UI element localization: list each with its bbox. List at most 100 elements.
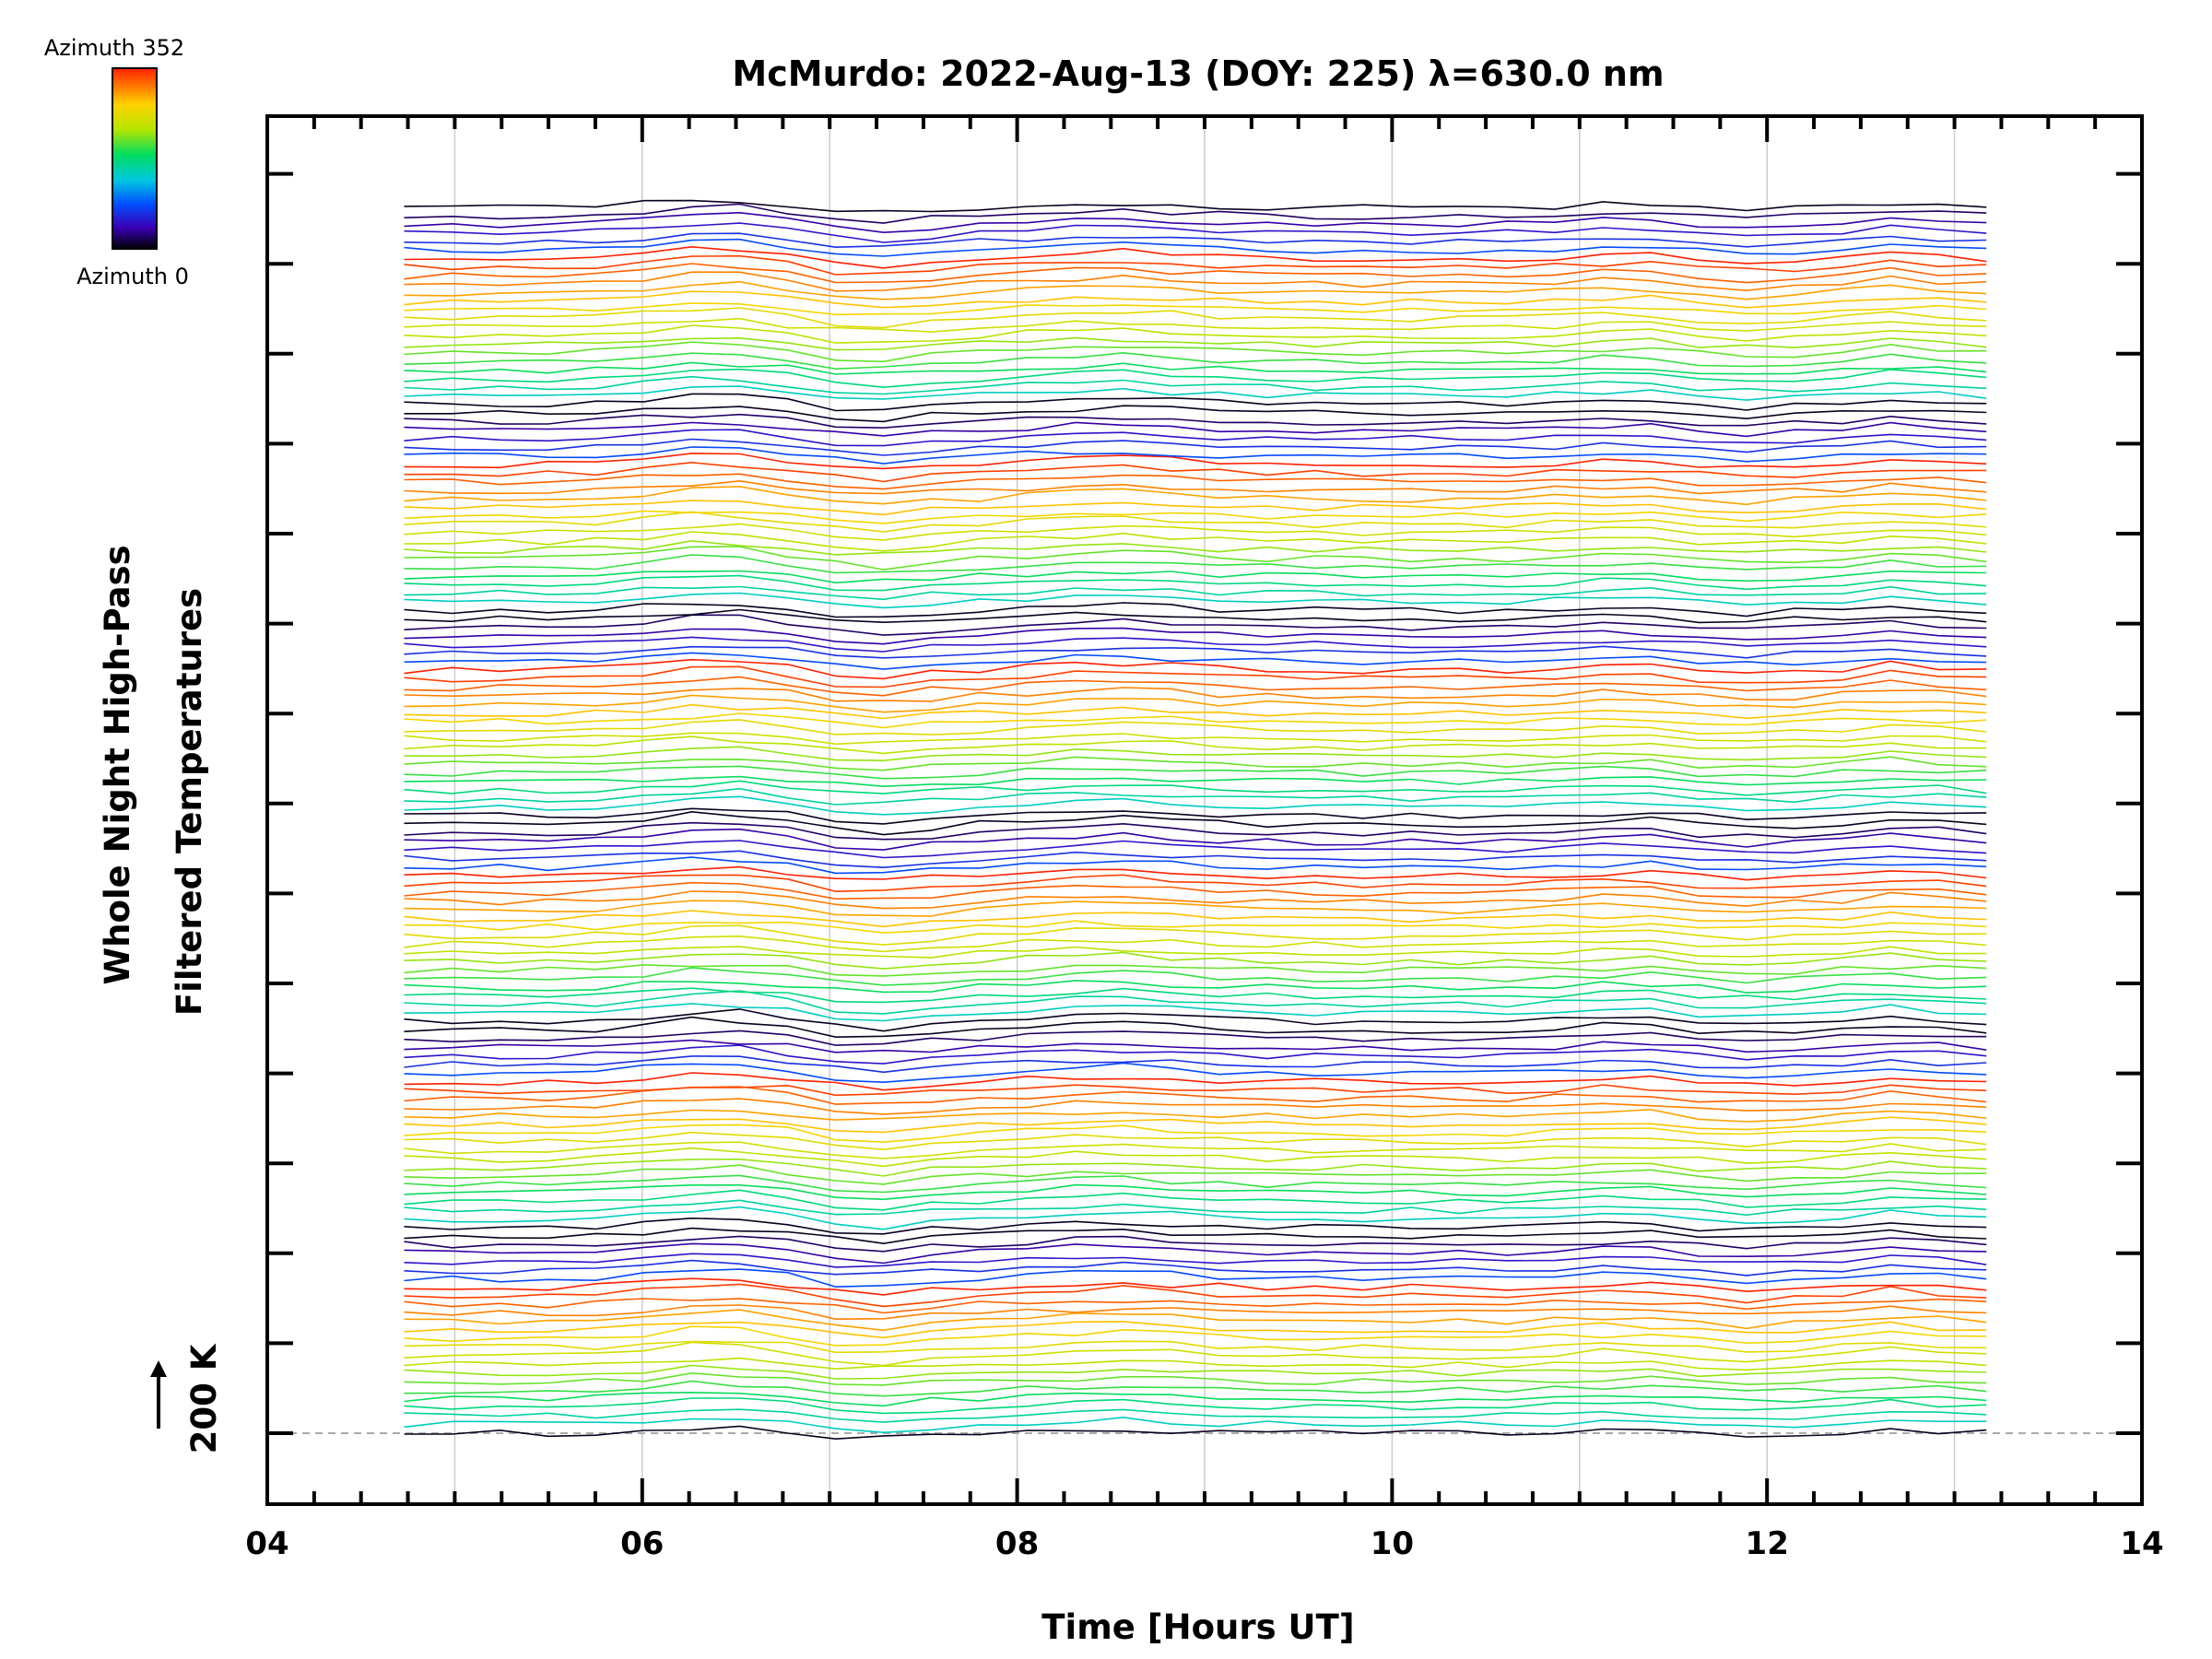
series-line — [404, 652, 1987, 670]
series-line — [404, 405, 1987, 423]
series-line — [404, 453, 1987, 470]
series-line — [404, 1124, 1987, 1144]
series-line — [404, 990, 1987, 1015]
series-line — [404, 473, 1987, 490]
series-line — [404, 1235, 1987, 1253]
series-line — [404, 1147, 1987, 1168]
series-line — [404, 574, 1987, 592]
colorbar-top-label: Azimuth 352 — [44, 35, 184, 61]
series-line — [404, 828, 1987, 851]
series-line — [404, 324, 1987, 344]
series-line — [404, 263, 1987, 284]
series-line — [404, 636, 1987, 653]
series-line — [404, 874, 1987, 893]
series-line — [404, 1268, 1987, 1288]
scale-bar: 200 K — [150, 1343, 224, 1453]
series-line — [404, 1164, 1987, 1185]
series-line — [404, 429, 1987, 447]
series-line — [404, 780, 1987, 796]
series-line — [404, 946, 1987, 959]
series-line — [404, 1174, 1987, 1194]
series-line — [404, 775, 1987, 788]
x-tick-label: 14 — [2120, 1525, 2163, 1562]
series-line — [404, 676, 1987, 697]
series-line — [404, 1371, 1987, 1386]
series-line — [404, 712, 1987, 729]
series-line — [404, 280, 1987, 300]
series-line — [404, 1030, 1987, 1046]
series-line — [404, 1408, 1987, 1423]
y-axis-title-line1: Whole Night High-Pass — [98, 545, 137, 984]
series-line — [404, 1084, 1987, 1097]
series-line — [404, 614, 1987, 636]
series-line — [404, 1008, 1987, 1032]
series-line — [404, 1044, 1987, 1065]
series-line — [404, 479, 1987, 495]
series-line — [404, 271, 1987, 292]
series-line — [404, 421, 1987, 438]
axis-ticks — [265, 116, 2144, 1504]
series-line — [404, 336, 1987, 351]
series-line — [404, 787, 1987, 806]
series-line — [404, 1055, 1987, 1074]
series-line — [404, 765, 1987, 780]
series-line — [404, 510, 1987, 524]
series-line — [404, 341, 1987, 363]
series-line — [404, 1062, 1987, 1084]
series-line — [404, 987, 1987, 1004]
series-line — [404, 375, 1987, 395]
series-line — [404, 302, 1987, 316]
series-line — [404, 1425, 1987, 1441]
series-line — [404, 980, 1987, 994]
series-line — [404, 1283, 1987, 1308]
series-line — [404, 1416, 1987, 1434]
series-line — [404, 703, 1987, 720]
x-tick-label: 10 — [1371, 1525, 1414, 1562]
series-line — [404, 1242, 1987, 1265]
series-line — [404, 413, 1987, 429]
series-line — [404, 924, 1987, 946]
series-line — [404, 1217, 1987, 1235]
series-line — [404, 850, 1987, 869]
series-line — [404, 523, 1987, 541]
series-line — [404, 1341, 1987, 1367]
series-line — [404, 746, 1987, 762]
series-line — [404, 1227, 1987, 1245]
x-tick-labels: 04 06 08 10 12 14 — [245, 1525, 2163, 1562]
series-line — [404, 307, 1987, 329]
series-line — [404, 795, 1987, 816]
x-tick-label: 04 — [245, 1525, 288, 1562]
series-line — [404, 856, 1987, 875]
series-line — [404, 1253, 1987, 1268]
series-line — [404, 1098, 1987, 1115]
series-line — [404, 608, 1987, 624]
series-line — [404, 821, 1987, 841]
series-line — [404, 199, 1987, 213]
scale-bar-arrow-icon — [150, 1360, 167, 1377]
series-line — [404, 446, 1987, 465]
series-line — [404, 592, 1987, 609]
scale-bar-label: 200 K — [184, 1343, 224, 1453]
series-line — [404, 546, 1987, 571]
series-line — [404, 1325, 1987, 1347]
series-line — [404, 1039, 1987, 1053]
series-line — [404, 245, 1987, 269]
colorbar: Azimuth 352 Azimuth 0 — [44, 35, 189, 289]
series-line — [404, 1141, 1987, 1159]
series-line — [404, 963, 1987, 977]
series-line — [404, 890, 1987, 910]
series-line — [404, 645, 1987, 659]
chart-title: McMurdo: 2022-Aug-13 (DOY: 225) λ=630.0 … — [732, 53, 1664, 94]
series-line — [404, 1277, 1987, 1296]
series-line — [404, 1003, 1987, 1022]
series-line — [404, 1397, 1987, 1415]
series-line — [404, 511, 1987, 533]
series-line — [404, 1298, 1987, 1314]
series-lines — [404, 199, 1987, 1441]
series-line — [404, 602, 1987, 618]
series-line — [404, 461, 1987, 483]
series-line — [404, 865, 1987, 881]
colorbar-gradient — [112, 67, 158, 250]
series-line — [404, 732, 1987, 746]
series-line — [404, 810, 1987, 836]
